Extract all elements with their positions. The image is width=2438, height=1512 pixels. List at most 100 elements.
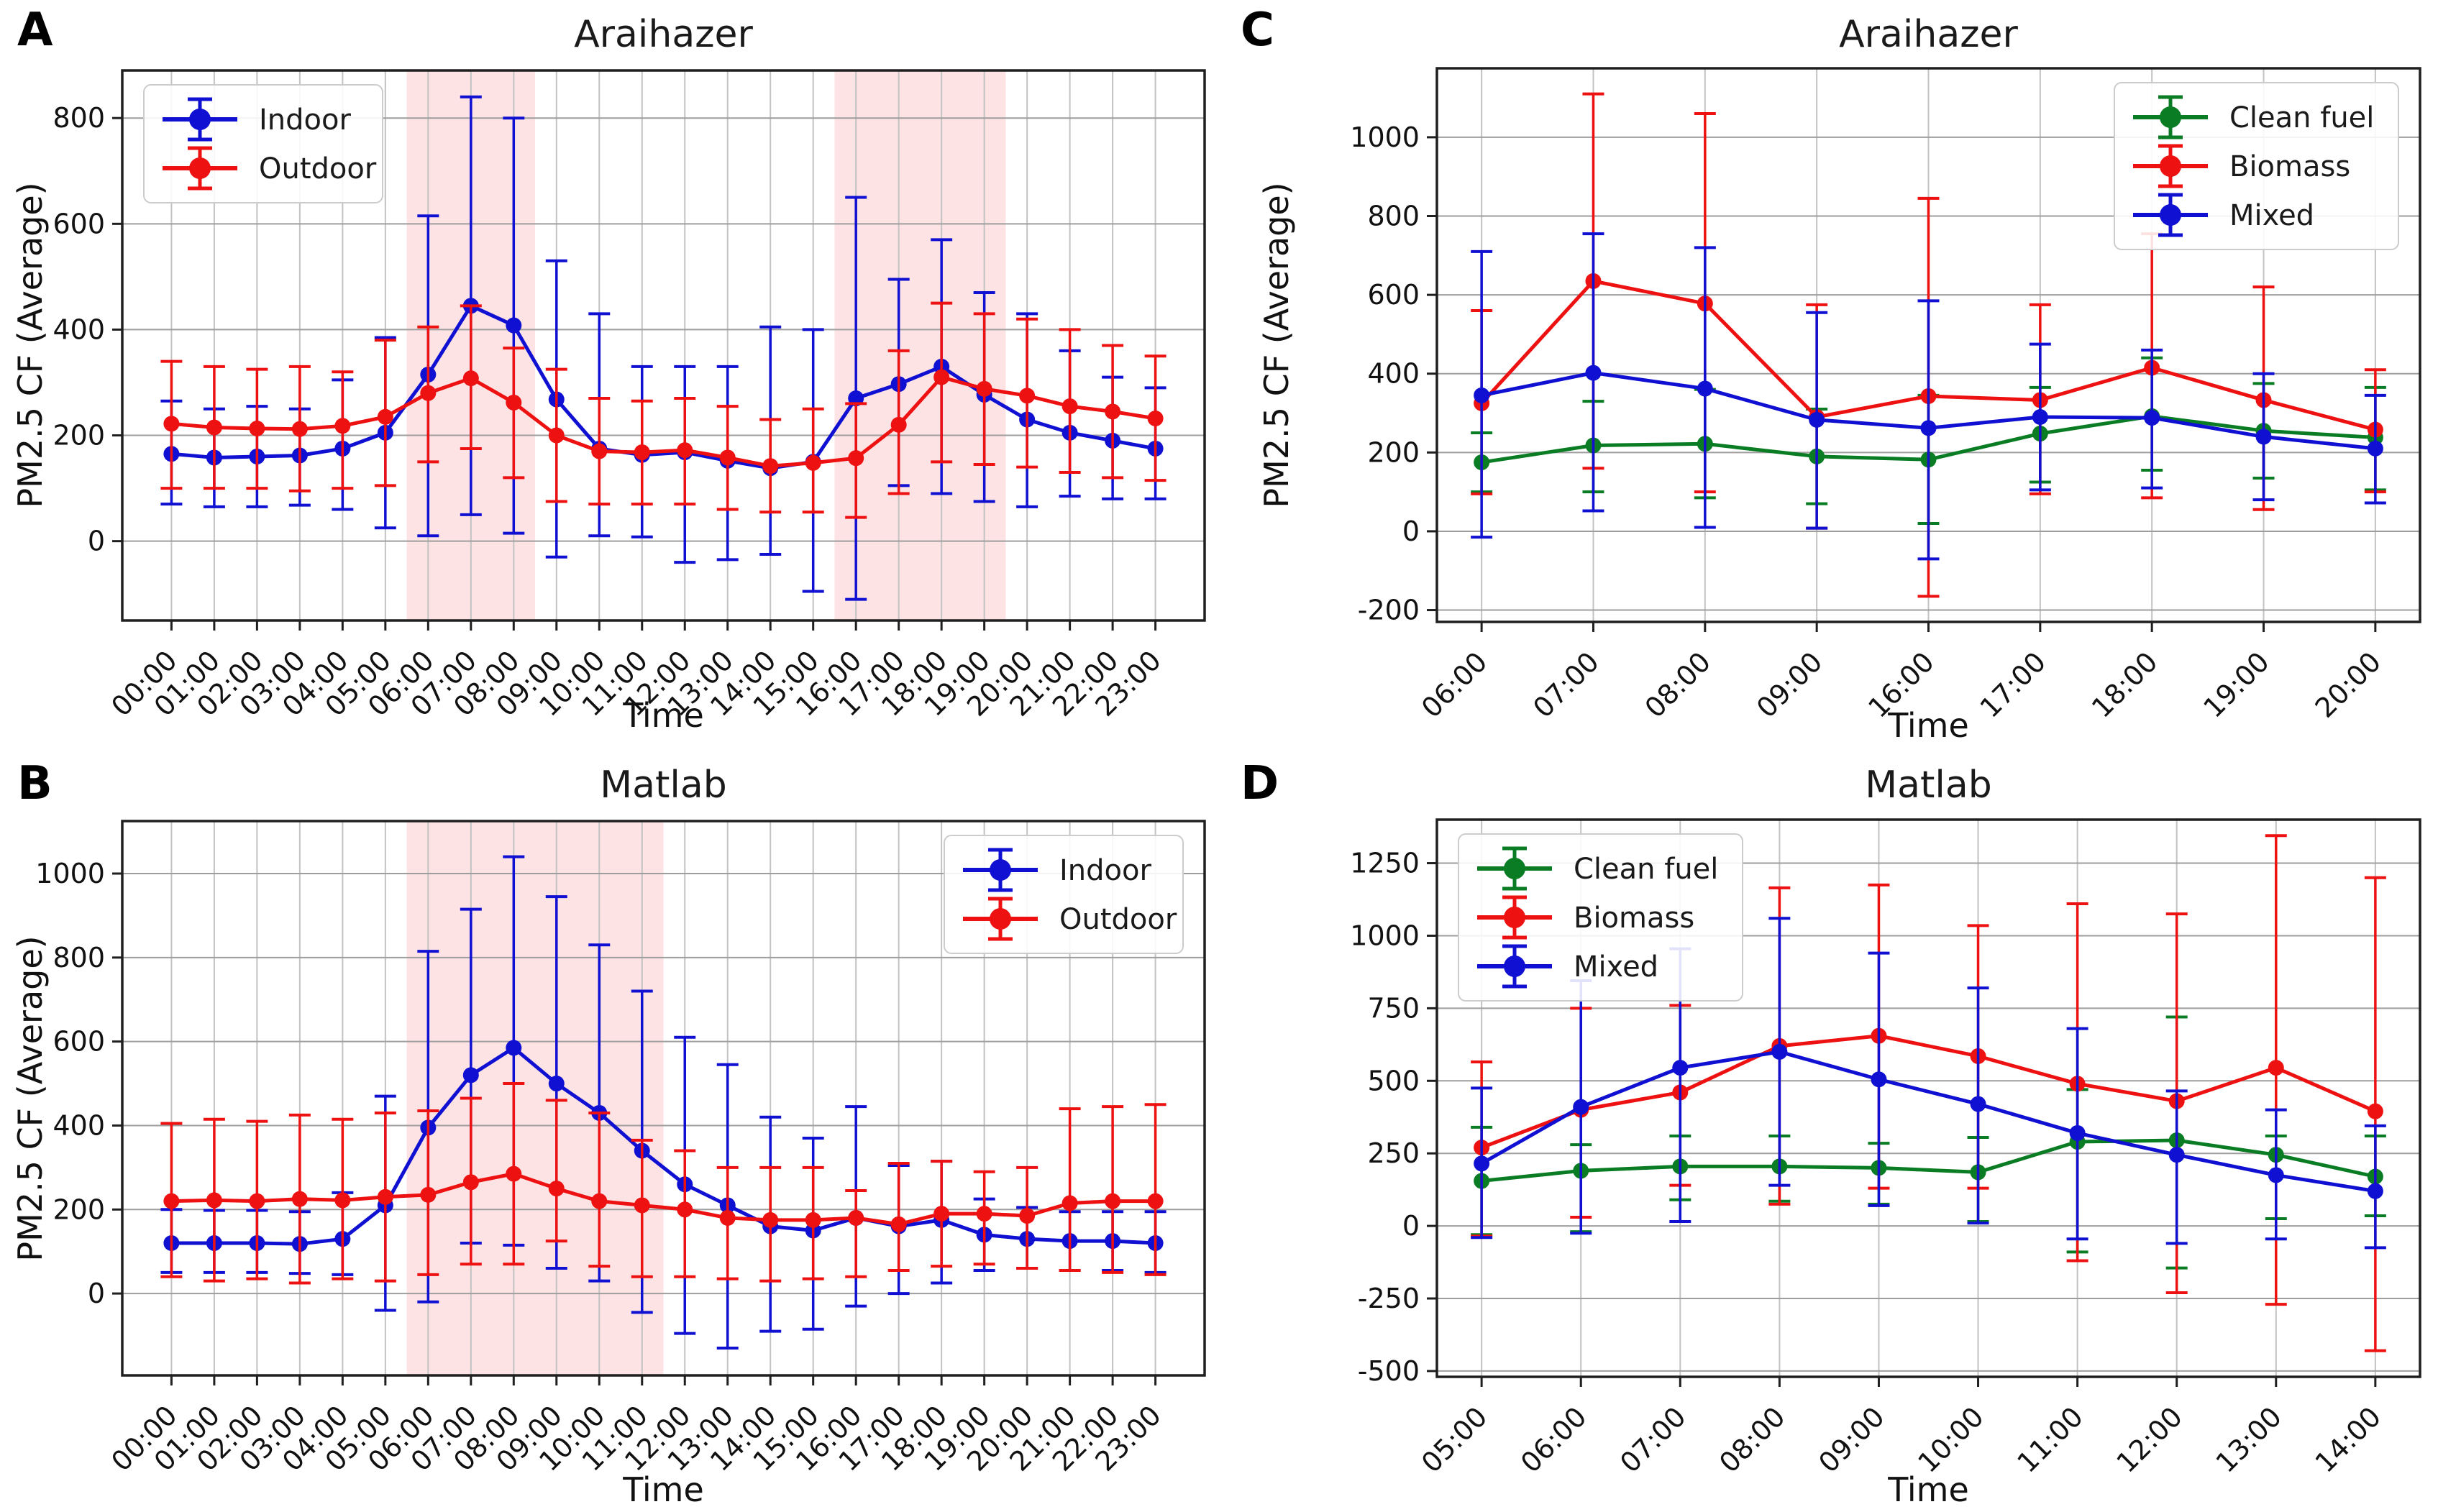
legend-label: Outdoor [1059,903,1177,936]
legend-glyph-marker [2160,204,2181,226]
shaded-bands [406,821,664,1375]
panel-letter-a: A [17,4,53,57]
data-point-marker [377,1188,393,1205]
data-point-marker [2367,440,2383,457]
data-point-marker [1585,365,1602,381]
data-point-marker [1970,1096,1986,1112]
data-point-marker [163,1193,180,1209]
y-tick-label: 0 [1402,1210,1420,1242]
plot-area-a: 00:0001:0002:0003:0004:0005:0006:0007:00… [52,69,1206,723]
panel-letter-c: C [1241,4,1274,57]
data-point-marker [206,1192,222,1209]
x-tick-label: 14:00 [2309,1401,2388,1479]
legend-label: Indoor [259,104,351,137]
data-point-marker [890,416,907,433]
panel-letter-d: D [1241,757,1279,810]
x-tick-label: 09:00 [1812,1401,1891,1479]
data-point-marker [762,458,779,475]
legend-box [2114,82,2399,250]
legend-label: Clean fuel [2229,101,2374,134]
x-tick-label: 07:00 [1614,1401,1692,1479]
data-point-marker [548,1181,565,1197]
data-point-marker [548,1076,565,1092]
legend-label: Mixed [1574,950,1658,984]
data-point-marker [933,369,950,385]
data-point-marker [805,454,821,471]
data-point-marker [976,1206,992,1222]
x-axis-label-c: Time [1888,706,1969,745]
data-point-marker [377,408,393,425]
x-axis-label-b: Time [623,1470,704,1509]
x-tick-label: 10:00 [1912,1401,1990,1479]
data-point-marker [2367,1183,2383,1199]
panel-d: D Matlab 05:00 06:00 07:00 08:00 09:00 10:00 1… [1219,755,2438,1512]
legend-label: Outdoor [259,152,377,185]
data-point-marker [1771,1043,1788,1060]
legend-label: Biomass [2229,150,2350,183]
data-point-marker [976,380,992,397]
y-tick-label: 750 [1367,992,1420,1024]
panel-b: B Matlab PM2.5 CF (Average) 00:00 01:00 02… [0,755,1219,1512]
axes-frame [121,69,1206,622]
panel-title-a: Araihazer [574,13,753,56]
y-tick-label: 200 [52,1193,105,1225]
y-tick-label: -200 [1358,595,1420,626]
data-point-marker [762,1211,779,1228]
legend-glyph-marker [1504,956,1525,977]
panel-letter-b: B [17,757,52,810]
data-point-marker [249,1193,265,1209]
x-axis-label-a: Time [623,696,704,735]
y-tick-label: 400 [1367,358,1420,390]
y-tick-label: 200 [1367,436,1420,468]
shaded-bands [406,70,1006,620]
x-tick-label: 11:00 [2011,1401,2089,1479]
data-point-marker [2168,1147,2185,1163]
data-point-marker [420,385,437,401]
x-tick-label: 08:00 [1713,1401,1791,1479]
data-point-marker [719,1209,736,1226]
data-point-marker [206,419,222,436]
data-point-marker [634,1197,650,1214]
legend-label: Mixed [2229,199,2314,232]
series-clean-fuel [1471,1015,2386,1270]
legend-glyph-marker [2160,106,2181,128]
data-point-marker [163,416,180,432]
panel-a: A Araihazer PM2.5 CF (Average) 00:00 01:0… [0,0,1219,755]
data-point-marker [1871,1071,1887,1088]
panel-title-b: Matlab [600,764,727,807]
data-point-marker [506,317,522,334]
legend: Clean fuel Biomass Mixed [2114,82,2399,250]
data-point-marker [591,443,608,459]
y-tick-label: 1000 [1350,122,1420,153]
data-point-marker [1062,398,1078,415]
data-point-marker [334,1192,351,1209]
legend-glyph-marker [990,908,1011,930]
y-tick-label: 400 [52,313,105,345]
legend-glyph-marker [990,859,1011,881]
data-point-marker [1809,411,1825,428]
axes-frame [121,820,1206,1377]
data-point-marker [2268,1060,2284,1076]
data-point-marker [506,394,522,411]
series-line [1480,1050,2376,1193]
y-tick-label: -500 [1358,1355,1420,1387]
x-tick-label: 13:00 [2210,1401,2288,1479]
legend-glyph-marker [189,109,211,130]
series-line [1481,1034,2376,1150]
series-outdoor [160,301,1167,519]
data-point-marker [420,1186,437,1203]
data-point-marker [848,450,864,467]
y-tick-label: 800 [52,102,105,134]
legend-label: Clean fuel [1574,853,1718,886]
data-point-marker [591,1193,608,1209]
data-point-marker [1147,1193,1164,1209]
data-point-marker [1105,1193,1121,1209]
data-point-marker [805,1211,821,1228]
panel-c: C Araihazer PM2.5 CF (Average) 06:00 07:0… [1219,0,2438,755]
panel-title-d: Matlab [1865,764,1992,807]
data-point-marker [2367,1103,2383,1119]
data-point-marker [291,1191,308,1207]
data-point-marker [1147,411,1164,427]
y-tick-label: 800 [52,942,105,973]
